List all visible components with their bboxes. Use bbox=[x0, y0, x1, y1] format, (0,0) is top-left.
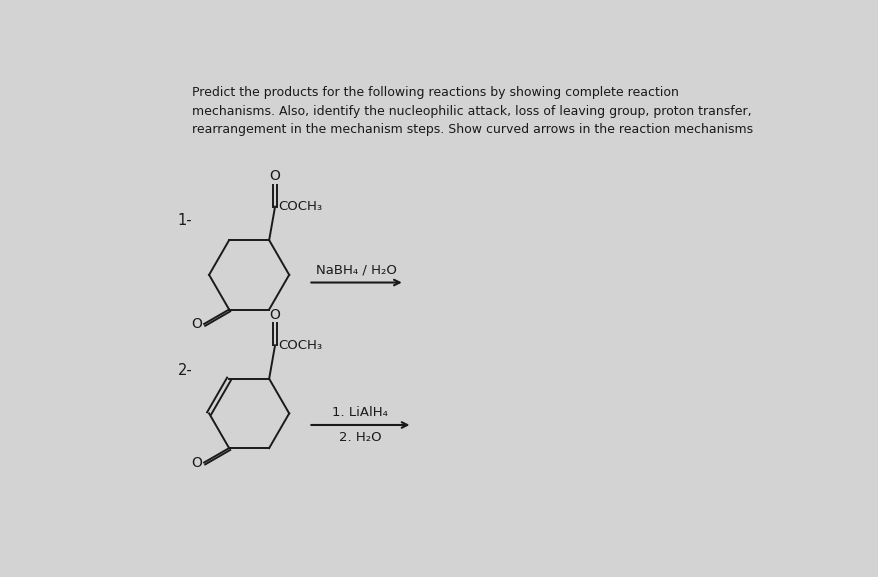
Text: COCH₃: COCH₃ bbox=[277, 200, 322, 213]
Text: O: O bbox=[191, 317, 202, 331]
Text: O: O bbox=[270, 308, 280, 321]
Text: O: O bbox=[191, 455, 202, 470]
Text: COCH₃: COCH₃ bbox=[277, 339, 322, 352]
Text: 2. H₂O: 2. H₂O bbox=[339, 431, 381, 444]
Text: O: O bbox=[270, 169, 280, 183]
Text: 1. LiAlH₄: 1. LiAlH₄ bbox=[332, 406, 388, 419]
Text: NaBH₄ / H₂O: NaBH₄ / H₂O bbox=[316, 263, 397, 276]
Text: Predict the products for the following reactions by showing complete reaction
me: Predict the products for the following r… bbox=[192, 86, 752, 136]
Text: 2-: 2- bbox=[177, 364, 192, 379]
Text: 1-: 1- bbox=[177, 213, 192, 228]
